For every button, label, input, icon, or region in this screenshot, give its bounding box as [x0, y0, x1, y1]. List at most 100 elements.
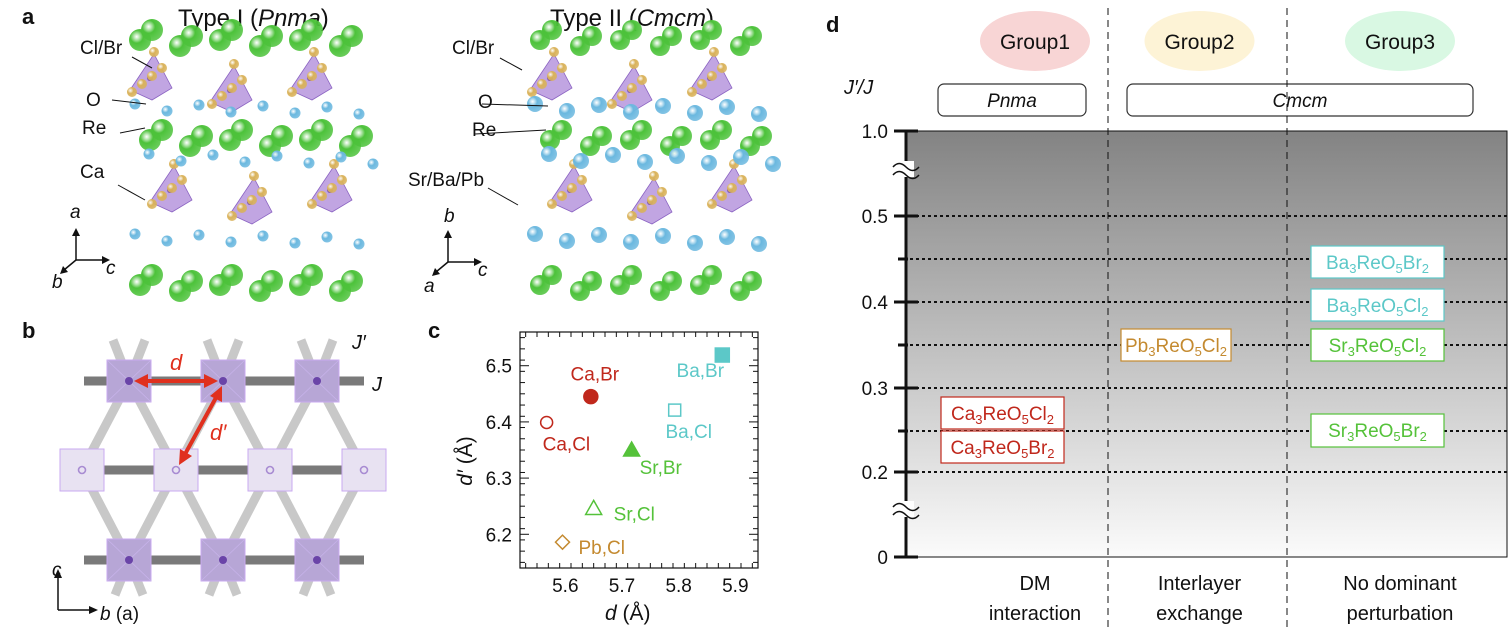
cation-atom: [161, 105, 173, 117]
x-tick-label: 5.9: [722, 576, 748, 597]
halide-atom: [702, 20, 722, 40]
leader-line: [117, 184, 146, 201]
y-tick-label: 0.2: [862, 463, 888, 484]
oxygen-atom: [717, 191, 727, 201]
cation-atom: [573, 153, 589, 169]
halide-atom: [632, 120, 652, 140]
oxygen-atom: [629, 59, 639, 69]
arrowhead: [102, 256, 110, 264]
cation-atom: [335, 151, 347, 163]
oxygen-atom: [227, 211, 237, 221]
y-tick-label: 6.2: [486, 525, 512, 546]
group-label-3: Group3: [1365, 31, 1435, 54]
reo5-square: [341, 448, 387, 492]
scatter-xlabel: d (Å): [605, 602, 651, 626]
halide-atom: [221, 19, 243, 41]
re-site: [313, 556, 321, 564]
scatter-ylabel-symbol: d′: [454, 470, 477, 486]
re-site: [125, 377, 133, 385]
subscript: 2: [1047, 412, 1054, 427]
cation-atom: [193, 229, 205, 241]
y-tick-label: 0.3: [862, 379, 888, 400]
panel-d-label: d: [826, 12, 840, 37]
halide-atom: [231, 119, 253, 141]
halide-atom: [742, 271, 762, 291]
oxygen-atom: [317, 63, 327, 73]
compound-box-ba-cl: [1310, 288, 1445, 322]
cation-atom: [719, 99, 735, 115]
y-tick-label: 0.5: [862, 207, 888, 228]
cation-atom: [289, 237, 301, 249]
oxygen-atom: [237, 75, 247, 85]
reo5-square: [59, 448, 105, 492]
formula-part: Br: [1403, 253, 1423, 274]
leader-line: [111, 99, 147, 105]
oxygen-atom: [147, 71, 157, 81]
subscript: 5: [1396, 261, 1403, 276]
group-ellipse-1: [980, 11, 1090, 71]
data-point-pb-cl: [554, 534, 571, 551]
formula-part: ReO: [1354, 421, 1393, 442]
halide-atom: [542, 20, 562, 40]
d-label: d: [170, 350, 183, 375]
halide-atom: [622, 265, 642, 285]
leader-line: [131, 56, 153, 69]
formula-part: Cl: [1202, 336, 1220, 357]
formula-part: Sr: [1329, 336, 1349, 357]
re-site: [77, 465, 87, 475]
cation-atom: [687, 235, 703, 251]
cation-atom: [239, 156, 251, 168]
oxygen-atom: [547, 199, 557, 209]
oxygen-atom: [157, 63, 167, 73]
scatter-ylabel-unit: (Å): [454, 436, 477, 471]
leader-line: [474, 129, 547, 135]
oxygen-atom: [709, 47, 719, 57]
oxygen-atom: [707, 199, 717, 209]
column-label-line1: No dominant: [1343, 573, 1457, 595]
oxygen-atom: [147, 199, 157, 209]
oxygen-atom: [727, 183, 737, 193]
panel-a-label: a: [22, 4, 35, 29]
formula-part: ReO: [983, 404, 1022, 425]
formula-part: ReO: [1357, 296, 1396, 317]
halide-atom: [662, 271, 682, 291]
spacegroup-label-cmcm: Cmcm: [1273, 91, 1328, 112]
oxygen-atom: [637, 75, 647, 85]
type1-label-halide: Cl/Br: [80, 38, 123, 59]
formula-part: Ba: [1326, 253, 1350, 274]
subscript: 5: [1393, 429, 1400, 444]
cation-atom: [527, 96, 543, 112]
cation-atom: [751, 106, 767, 122]
cation-atom: [527, 226, 543, 242]
arrowhead: [89, 606, 98, 614]
subscript: 5: [1022, 412, 1029, 427]
subscript: 2: [1422, 261, 1429, 276]
oxygen-atom: [309, 47, 319, 57]
arrowhead: [134, 374, 148, 388]
formula-part: Sr: [1328, 421, 1348, 442]
halide-atom: [181, 25, 203, 47]
oxygen-atom: [697, 79, 707, 89]
data-label: Ba,Cl: [665, 422, 711, 443]
subscript: 3: [1347, 429, 1354, 444]
oxygen-atom: [737, 175, 747, 185]
compound-box-sr-cl: [1310, 328, 1445, 362]
halide-atom: [742, 26, 762, 46]
cation-atom: [289, 107, 301, 119]
subscript: 5: [1195, 344, 1202, 359]
oxygen-atom: [207, 99, 217, 109]
cation-atom: [669, 148, 685, 164]
J-label: J: [372, 374, 382, 396]
formula-part: ReO: [1356, 253, 1395, 274]
arrowhead: [210, 386, 222, 402]
type2-title-suffix: ): [706, 5, 715, 32]
leader-line: [481, 103, 549, 107]
oxygen-atom: [297, 79, 307, 89]
subscript: 3: [975, 446, 982, 461]
formula-part: Ba: [1327, 296, 1351, 317]
oxygen-atom: [627, 83, 637, 93]
halide-atom: [752, 126, 772, 146]
oxygen-atom: [237, 203, 247, 213]
formula-part: Ca: [950, 438, 975, 459]
cation-atom: [257, 230, 269, 242]
